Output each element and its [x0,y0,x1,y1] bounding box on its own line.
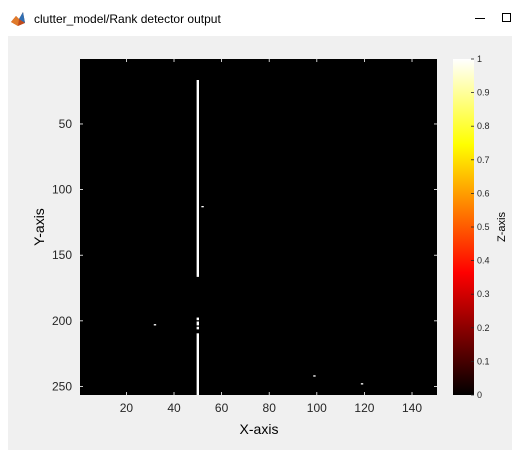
x-axis-label: X-axis [240,421,279,437]
minimize-button[interactable] [466,5,494,29]
x-tick-label: 100 [307,401,327,415]
y-tick-label: 200 [52,314,72,328]
maximize-button[interactable] [492,5,520,29]
colorbar-tick-label: 0.5 [477,222,490,232]
x-tick-label: 20 [120,401,134,415]
heatmap-cell [196,80,199,277]
heatmap-cell [196,321,199,326]
heatmap-cell [196,333,199,395]
x-tick-label: 120 [354,401,374,415]
colorbar-tick-label: 0 [477,390,482,400]
maximize-icon [501,12,511,22]
colorbar-tick-label: 0.8 [477,121,490,131]
heatmap-cell [153,324,157,326]
colorbar-tick-label: 1 [477,54,482,64]
heatmap-cell [360,383,364,385]
x-tick-label: 80 [263,401,277,415]
colorbar-tick-label: 0.1 [477,356,490,366]
window-title: clutter_model/Rank detector output [34,12,221,26]
x-tick-label: 40 [167,401,181,415]
colorbar-tick-label: 0.3 [477,289,490,299]
colorbar[interactable] [453,59,474,395]
colorbar-tick-label: 0.9 [477,88,490,98]
y-tick-label: 100 [52,183,72,197]
heatmap-cell [196,317,199,321]
plot-area [80,59,437,395]
y-axis-label: Y-axis [31,208,47,246]
colorbar-tick-label: 0.6 [477,188,490,198]
heatmap-cell [201,206,204,208]
colorbar-tick-label: 0.2 [477,323,490,333]
title-bar: clutter_model/Rank detector output [0,0,521,34]
y-tick-label: 50 [59,117,73,131]
minimize-icon [475,17,485,19]
y-tick-label: 250 [52,379,72,393]
matlab-icon [11,12,25,26]
figure-area: 20 40 60 80 100 120 140 50 100 150 200 250 X-axis … [8,36,512,450]
colorbar-label: Z-axis [496,212,508,242]
x-tick-label: 140 [402,401,422,415]
y-tick-label: 150 [52,248,72,262]
x-tick-label: 60 [215,401,229,415]
heatmap-cell [313,375,316,377]
heatmap-cell [196,326,199,330]
colorbar-tick-label: 0.4 [477,256,490,266]
colorbar-tick-label: 0.7 [477,155,490,165]
